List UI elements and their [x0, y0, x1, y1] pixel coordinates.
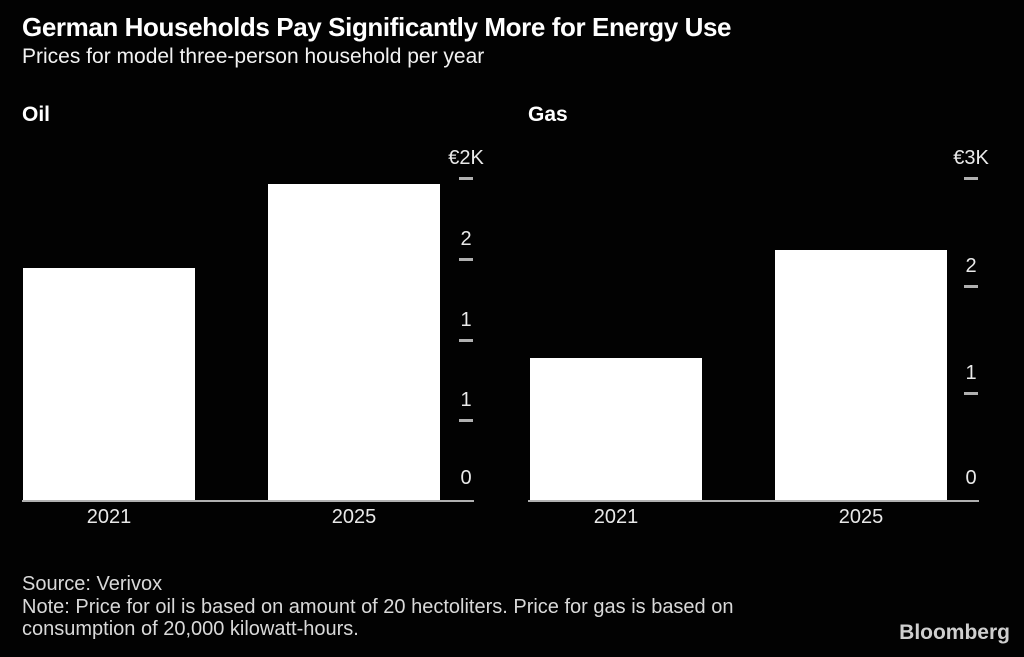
gas-xtick-2021: 2021 — [593, 506, 639, 528]
note-text: Note: Price for oil is based on amount o… — [22, 596, 734, 640]
page-title: German Households Pay Significantly More… — [22, 12, 732, 42]
oil-x-axis-line — [22, 500, 474, 502]
gas-ytick-dash — [964, 177, 978, 180]
oil-ytick-dash — [459, 339, 473, 342]
gas-panel-title: Gas — [528, 103, 568, 126]
gas-ytick-dash — [964, 285, 978, 288]
oil-xtick-2021: 2021 — [86, 506, 132, 528]
gas-x-axis-line — [528, 500, 979, 502]
oil-xtick-2025: 2025 — [331, 506, 377, 528]
oil-ytick-label: 1 — [460, 309, 472, 331]
oil-panel-title: Oil — [22, 103, 51, 126]
oil-ytick-dash — [459, 419, 473, 422]
oil-ytick-label: €2K — [448, 147, 484, 169]
gas-ytick-label: 2 — [965, 255, 977, 277]
oil-ytick-label: 2 — [460, 228, 472, 250]
gas-bar-2021 — [530, 358, 702, 501]
gas-ytick-label: 0 — [965, 467, 977, 489]
gas-ytick-dash — [964, 392, 978, 395]
oil-bar-2021 — [23, 268, 195, 501]
page-subtitle: Prices for model three-person household … — [22, 45, 485, 68]
oil-bar-2025 — [268, 184, 440, 501]
oil-ytick-dash — [459, 258, 473, 261]
oil-ytick-label: 1 — [460, 389, 472, 411]
oil-ytick-label: 0 — [460, 467, 472, 489]
source-text: Source: Verivox — [22, 573, 163, 595]
bloomberg-logo: Bloomberg — [899, 621, 1010, 644]
gas-xtick-2025: 2025 — [838, 506, 884, 528]
gas-ytick-label: 1 — [965, 362, 977, 384]
gas-bar-2025 — [775, 250, 947, 501]
gas-ytick-label: €3K — [953, 147, 989, 169]
oil-ytick-dash — [459, 177, 473, 180]
